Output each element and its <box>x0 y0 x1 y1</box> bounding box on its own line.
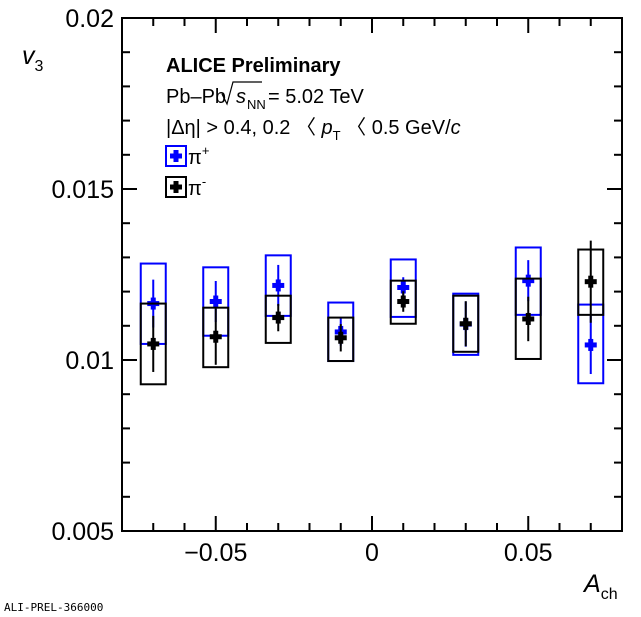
y-tick-label: 0.005 <box>51 518 114 546</box>
data-point <box>525 312 531 325</box>
data-point <box>338 331 344 344</box>
annotation-s: s <box>236 86 246 108</box>
annotation-system: Pb–Pb <box>166 86 226 108</box>
data-point <box>588 338 594 351</box>
data-point <box>525 274 531 287</box>
sqrt-symbol-icon <box>221 81 262 106</box>
syst-box <box>389 279 417 325</box>
legend-marker <box>173 181 179 193</box>
data-point <box>275 311 281 324</box>
data-point <box>275 279 281 292</box>
syst-box <box>139 302 167 386</box>
legend-label: π+ <box>188 143 209 169</box>
syst-box <box>202 306 230 369</box>
syst-box <box>327 316 355 363</box>
legend-label: π- <box>188 174 206 200</box>
data-point <box>400 295 406 308</box>
data-point <box>213 295 219 308</box>
data-point <box>150 337 156 350</box>
annotation-cuts: |Δη| > 0.4, 0.2 〈 pT 〈 0.5 GeV/c <box>166 117 461 143</box>
data-point <box>400 281 406 294</box>
x-tick-label: 0.05 <box>504 539 553 567</box>
syst-box <box>514 277 542 360</box>
series-pi-minus <box>139 240 605 386</box>
annotation-energy: = 5.02 TeV <box>268 86 364 108</box>
legend-marker <box>173 150 179 162</box>
syst-box <box>264 294 292 344</box>
y-axis-label: v3 <box>22 42 44 75</box>
y-tick-label: 0.015 <box>51 176 114 204</box>
chart-title: ALICE Preliminary <box>166 55 341 77</box>
data-point <box>463 317 469 330</box>
legend-box <box>165 176 187 198</box>
y-tick-label: 0.02 <box>65 5 114 33</box>
x-tick-label: −0.05 <box>184 539 247 567</box>
series-pi-plus <box>139 246 605 385</box>
x-axis-label: Ach <box>582 570 618 603</box>
data-point <box>213 330 219 343</box>
x-tick-label: 0 <box>365 539 379 567</box>
data-point <box>588 275 594 288</box>
footer-id: ALI-PREL-366000 <box>4 601 103 614</box>
y-tick-label: 0.01 <box>65 347 114 375</box>
annotation-nn: NN <box>247 97 266 112</box>
legend-box <box>165 145 187 167</box>
syst-box <box>452 294 480 353</box>
